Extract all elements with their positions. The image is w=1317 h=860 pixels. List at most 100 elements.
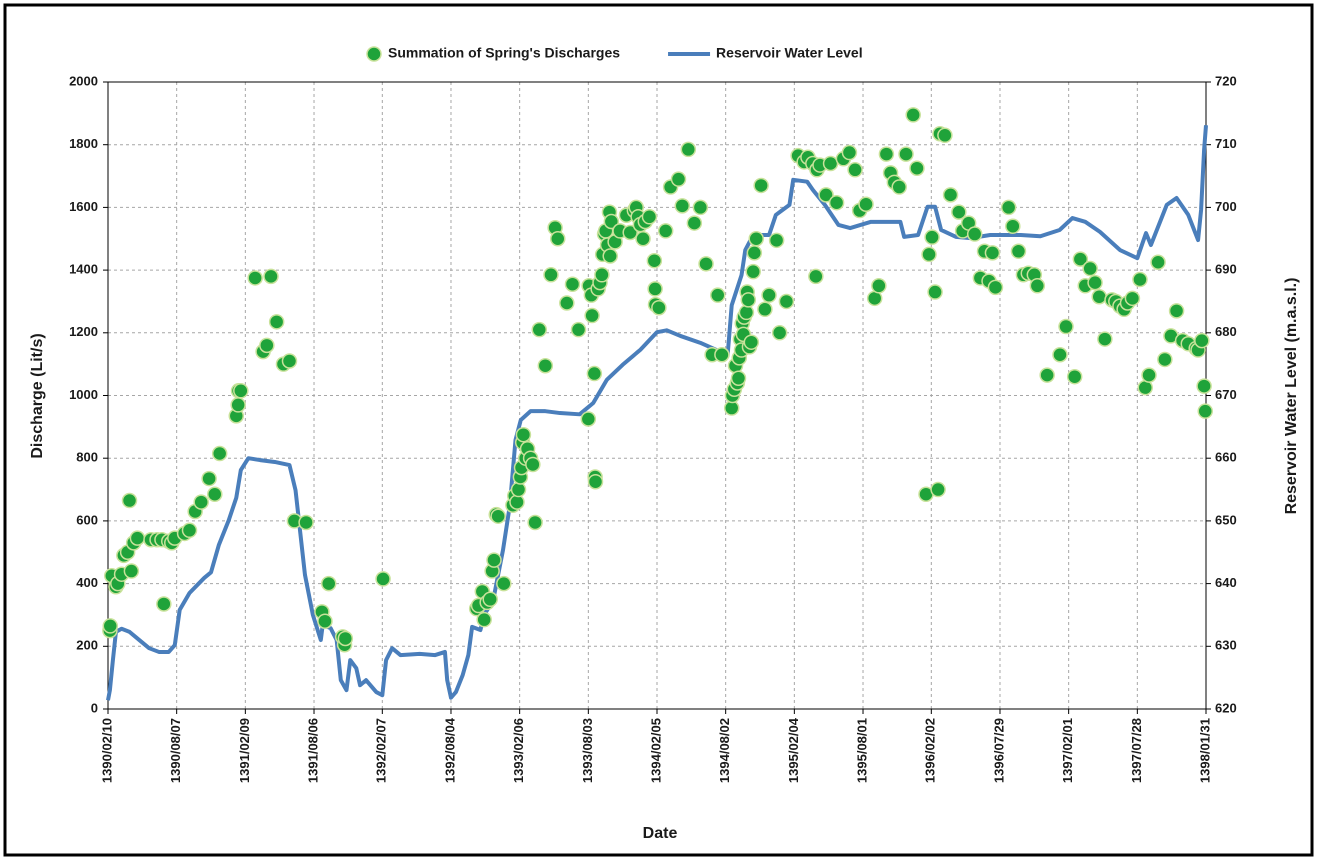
scatter-point xyxy=(1066,368,1083,385)
y2-tick-label: 670 xyxy=(1215,387,1237,402)
scatter-point xyxy=(317,613,333,629)
x-tick-label: 1392/02/07 xyxy=(374,718,389,783)
scatter-point xyxy=(233,383,249,399)
y-tick-label: 2000 xyxy=(69,73,98,88)
scatter-point xyxy=(771,325,788,341)
scatter-point xyxy=(1196,378,1212,394)
y2-tick-label: 710 xyxy=(1215,136,1237,151)
scatter-point xyxy=(808,268,824,285)
scatter-point xyxy=(550,231,566,247)
x-tick-label: 1394/08/02 xyxy=(717,718,732,783)
scatter-point xyxy=(984,245,1001,261)
scatter-point xyxy=(670,171,687,187)
x-tick-label: 1393/02/06 xyxy=(511,718,526,783)
scatter-point xyxy=(651,299,667,316)
scatter-point xyxy=(757,301,773,318)
scatter-point xyxy=(121,492,138,509)
scatter-point xyxy=(564,276,581,292)
scatter-point xyxy=(942,187,959,203)
y2-tick-label: 700 xyxy=(1215,199,1237,214)
scatter-point xyxy=(1194,332,1210,349)
scatter-point xyxy=(930,481,946,498)
x-tick-label: 1390/08/07 xyxy=(168,718,183,783)
scatter-point xyxy=(1087,274,1103,291)
scatter-point xyxy=(1124,290,1141,307)
y2-axis-title: Reservoir Water Level (m.a.s.l.) xyxy=(1283,278,1300,515)
scatter-point xyxy=(778,293,795,310)
scatter-point xyxy=(268,314,285,330)
x-tick-label: 1395/08/01 xyxy=(854,718,869,783)
scatter-point xyxy=(1197,403,1213,419)
scatter-point xyxy=(263,268,279,285)
y-tick-label: 400 xyxy=(76,575,98,590)
scatter-point xyxy=(1052,346,1068,363)
scatter-point xyxy=(927,284,943,300)
scatter-point xyxy=(537,357,554,374)
legend-swatch xyxy=(366,46,382,62)
chart-border xyxy=(3,3,1314,857)
y2-tick-label: 680 xyxy=(1215,324,1237,339)
scatter-point xyxy=(207,486,223,503)
scatter-point xyxy=(858,196,874,213)
y2-tick-label: 630 xyxy=(1215,638,1237,653)
scatter-point xyxy=(714,346,730,363)
scatter-point xyxy=(905,107,921,123)
scatter-point xyxy=(1072,251,1089,267)
x-tick-label: 1396/07/29 xyxy=(991,718,1006,783)
scatter-point xyxy=(1132,271,1148,288)
scatter-point xyxy=(527,514,543,531)
legend-label: Reservoir Water Level xyxy=(716,45,863,61)
x-axis-title: Date xyxy=(643,825,678,842)
scatter-point xyxy=(1141,367,1157,383)
scatter-point xyxy=(515,426,532,443)
scatter-point xyxy=(570,321,587,338)
scatter-point xyxy=(543,267,559,283)
scatter-point xyxy=(709,287,726,303)
scatter-point xyxy=(1082,260,1098,277)
y2-tick-label: 640 xyxy=(1215,575,1237,590)
scatter-point xyxy=(486,552,502,568)
scatter-point xyxy=(602,248,618,264)
scatter-point xyxy=(951,204,967,220)
y2-tick-label: 620 xyxy=(1215,700,1237,715)
y-tick-label: 600 xyxy=(76,512,98,527)
scatter-point xyxy=(635,231,651,247)
scatter-point xyxy=(822,155,839,172)
scatter-point xyxy=(1039,367,1055,383)
y-tick-label: 1600 xyxy=(69,199,98,214)
scatter-point xyxy=(745,263,761,280)
scatter-point xyxy=(646,252,663,269)
scatter-point xyxy=(509,494,525,510)
scatter-point xyxy=(496,575,512,592)
y-tick-label: 1800 xyxy=(69,136,98,151)
scatter-point xyxy=(586,365,603,382)
scatter-point xyxy=(987,279,1004,296)
scatter-point xyxy=(281,353,298,369)
scatter-point xyxy=(211,445,228,462)
scatter-point xyxy=(584,307,600,324)
scatter-point xyxy=(375,571,391,587)
x-tick-label: 1397/07/28 xyxy=(1129,718,1144,783)
scatter-point xyxy=(768,232,785,249)
scatter-point xyxy=(594,267,610,283)
scatter-point xyxy=(680,141,697,158)
scatter-point xyxy=(730,370,747,387)
scatter-point xyxy=(966,226,983,242)
y2-tick-label: 690 xyxy=(1215,262,1237,277)
y2-tick-label: 720 xyxy=(1215,73,1237,88)
scatter-point xyxy=(622,224,638,241)
scatter-point xyxy=(476,611,492,628)
scatter-point xyxy=(1091,288,1107,305)
scatter-point xyxy=(603,213,620,230)
scatter-point xyxy=(259,337,275,354)
x-tick-label: 1392/08/04 xyxy=(442,717,457,783)
scatter-point xyxy=(841,144,858,161)
scatter-point xyxy=(181,522,198,539)
scatter-point xyxy=(1157,351,1173,368)
y-tick-label: 0 xyxy=(91,700,98,715)
scatter-point xyxy=(1168,303,1185,319)
scatter-point xyxy=(1010,243,1027,260)
scatter-point xyxy=(1005,218,1021,234)
scatter-point xyxy=(878,146,895,162)
